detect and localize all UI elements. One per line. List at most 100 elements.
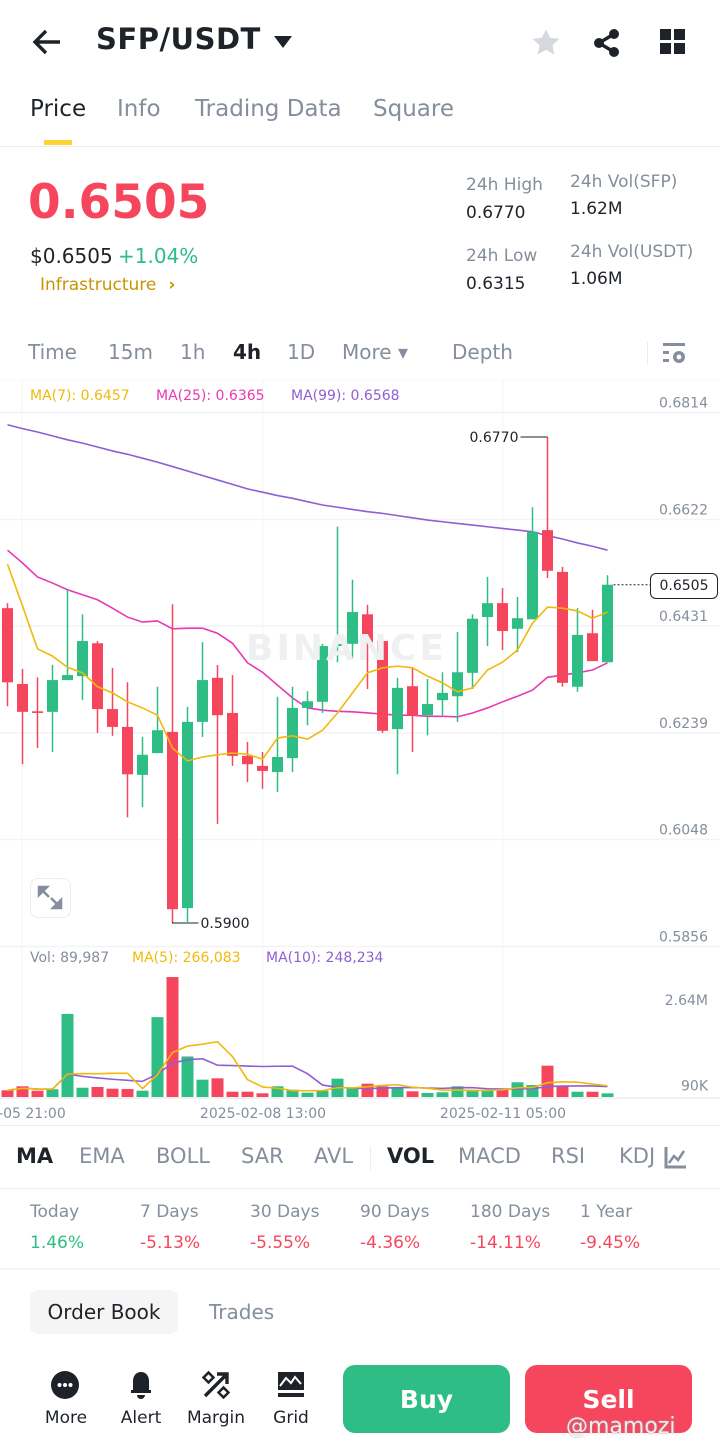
indicator-rsi[interactable]: RSI [551,1144,586,1168]
candle-down [227,712,238,756]
candle-down [212,677,223,716]
indicator-ma[interactable]: MA [16,1144,54,1168]
vol-base-value: 1.62M [570,199,623,219]
candle-up [452,672,463,697]
low-annotation: 0.5900 [201,916,250,932]
volume-bar [106,1088,119,1097]
candle-up [602,584,613,663]
vol-quote-value: 1.06M [570,269,623,289]
timeframe-4h[interactable]: 4h [233,340,262,364]
timeframe-more[interactable]: More ▾ [342,340,408,364]
caret-down-icon[interactable] [273,35,293,49]
high-label: 24h High [466,175,543,195]
volume-bar [436,1092,449,1097]
volume-bar [451,1086,464,1097]
candle-up [287,707,298,759]
ma25-legend: MA(25): 0.6365 [156,388,265,404]
last-price: 0.6505 [28,175,210,230]
usd-price: $0.6505 [30,244,113,268]
candle-down [257,765,268,771]
divider [0,1188,720,1189]
candle-down [17,683,28,712]
candlestick-chart[interactable]: 0.6814 0.6622 0.6431 0.6239 0.6048 0.5856 2.64… [0,380,720,1125]
candle-down [122,726,133,775]
indicator-boll[interactable]: BOLL [156,1144,210,1168]
volume-bar [466,1089,479,1097]
volume-bar [136,1090,149,1097]
tab-order-book[interactable]: Order Book [30,1290,178,1334]
candle-up [392,687,403,730]
candle-down [2,608,13,683]
candle-up [137,754,148,775]
volume-bar [196,1079,209,1097]
candle-down [587,633,598,662]
volume-bar [421,1092,434,1097]
margin-icon[interactable] [201,1370,231,1400]
divider [370,1146,371,1170]
perf-value: -5.55% [250,1233,311,1253]
grid-label[interactable]: Grid [273,1408,309,1428]
timeframe-depth[interactable]: Depth [452,340,513,364]
tab-trading-data[interactable]: Trading Data [195,96,342,122]
volume-bar [151,1017,164,1097]
price-tick-label: 0.6431 [659,609,708,625]
grid-icon[interactable] [660,29,686,55]
expand-chart-button[interactable] [30,878,71,918]
volume-bar [316,1090,329,1097]
candle-up [347,612,358,644]
date-tick-label: 2025-02-11 05:00 [440,1106,566,1122]
volume-bar [571,1091,584,1097]
candle-up [527,531,538,620]
perf-value: 1.46% [30,1233,85,1253]
category-link[interactable]: Infrastructure › [40,275,175,295]
star-icon[interactable] [531,28,561,56]
divider [0,1125,720,1126]
grid-trading-icon[interactable] [276,1370,306,1400]
pair-title[interactable]: SFP/USDT [96,22,261,56]
volume-bar [46,1089,59,1097]
indicator-macd[interactable]: MACD [458,1144,521,1168]
margin-label[interactable]: Margin [186,1408,246,1428]
tab-square[interactable]: Square [373,96,454,122]
category-label: Infrastructure [40,275,157,295]
candle-down [242,755,253,765]
tab-info[interactable]: Info [117,96,161,122]
candle-up [572,634,583,687]
vol-ma5-legend: MA(5): 266,083 [132,950,241,966]
sell-button[interactable]: Sell [525,1365,692,1433]
alert-label[interactable]: Alert [120,1408,162,1428]
low-label: 24h Low [466,246,538,266]
vol-quote-label: 24h Vol(USDT) [570,242,694,262]
volume-bar [481,1090,494,1097]
candle-up [272,757,283,773]
volume-bar [241,1091,254,1097]
volume-bar [121,1089,134,1097]
date-tick-label: 02-05 21:00 [0,1106,66,1122]
timeframe-15m[interactable]: 15m [108,340,153,364]
indicator-settings-icon[interactable] [663,1146,687,1170]
bell-icon[interactable] [126,1370,156,1400]
ma7-line [6,563,608,762]
candle-down [362,614,373,643]
tab-trades[interactable]: Trades [209,1300,275,1324]
timeframe-time[interactable]: Time [28,340,77,364]
back-arrow-icon[interactable] [32,28,62,56]
indicator-kdj[interactable]: KDJ [619,1144,656,1168]
timeframe-1h[interactable]: 1h [180,340,206,364]
indicator-vol[interactable]: VOL [387,1144,435,1168]
chart-settings-icon[interactable] [662,341,688,365]
candle-up [62,675,73,681]
indicator-sar[interactable]: SAR [241,1144,284,1168]
indicator-ema[interactable]: EMA [79,1144,125,1168]
indicator-avl[interactable]: AVL [314,1144,354,1168]
candle-down [557,571,568,683]
share-icon[interactable] [592,28,622,58]
price-change: +1.04% [118,244,199,268]
tab-price[interactable]: Price [30,96,87,122]
volume-bar [1,1090,14,1097]
ma99-legend: MA(99): 0.6568 [291,388,400,404]
buy-button[interactable]: Buy [343,1365,510,1433]
timeframe-1d[interactable]: 1D [287,340,316,364]
volume-bar [226,1091,239,1097]
volume-tick-label: 2.64M [665,993,708,1009]
